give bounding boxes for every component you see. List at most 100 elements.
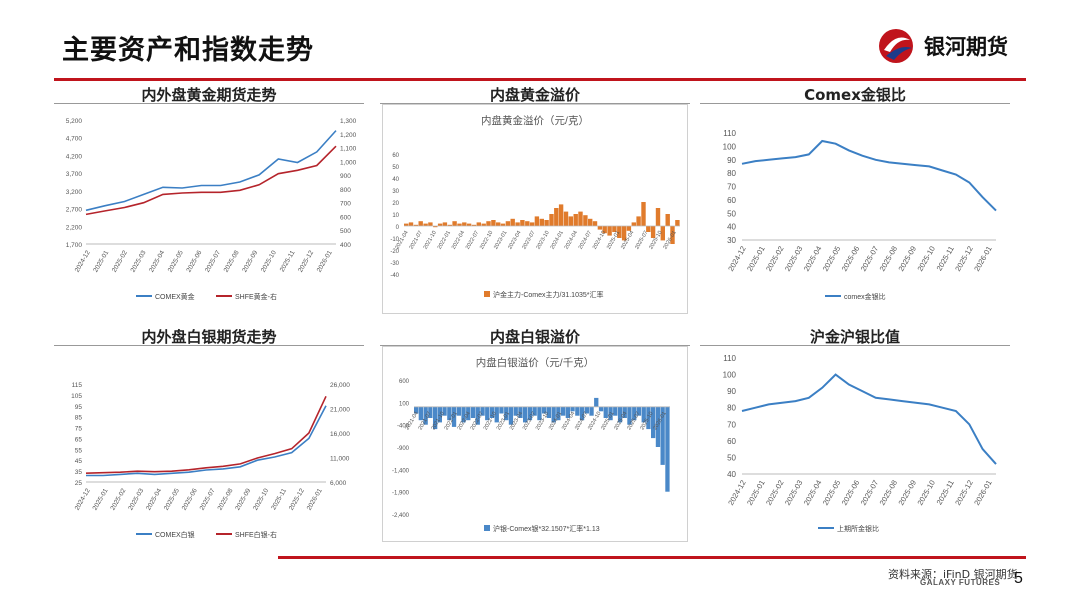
x-axis-tick: 2025-05 (167, 249, 185, 273)
bar (558, 204, 564, 226)
x-axis-tick: 2025-02 (109, 487, 127, 511)
y-axis-tick: 60 (727, 437, 736, 446)
y-axis-left-tick: 4,700 (66, 136, 83, 143)
bar (525, 221, 530, 226)
bar (500, 223, 506, 226)
bar (646, 406, 651, 430)
y-axis-left-tick: 65 (75, 436, 83, 443)
bar (556, 406, 561, 421)
y-axis-right-tick: 11,000 (330, 456, 350, 463)
bar (456, 406, 461, 416)
bar (660, 226, 665, 241)
bar (537, 406, 542, 421)
bar (598, 406, 604, 412)
x-axis-tick: 2025-10 (252, 487, 270, 511)
footer-brand: GALAXY FUTURES (920, 578, 1001, 587)
bar (660, 406, 665, 465)
bar (457, 223, 462, 226)
x-axis-tick: 2026-01 (306, 487, 324, 511)
bar (565, 406, 570, 418)
y-axis-left-tick: 45 (75, 458, 83, 465)
y-axis-tick: 100 (723, 142, 737, 151)
x-axis-tick: 2025-03 (130, 249, 148, 273)
y-axis-tick: 110 (723, 354, 736, 363)
x-axis-tick: 2025-08 (217, 487, 235, 511)
bar (489, 406, 495, 418)
bar (603, 406, 608, 418)
bar (570, 406, 575, 412)
bar (414, 406, 419, 414)
bar (433, 406, 438, 430)
legend-series-2: SHFE白银-右 (235, 530, 277, 539)
y-axis-left-tick: 105 (71, 393, 82, 400)
y-axis-left-tick: 3,200 (66, 189, 83, 196)
bar (549, 214, 554, 226)
bar (561, 406, 566, 416)
bar (451, 406, 457, 427)
bar (481, 223, 486, 226)
bar (520, 220, 525, 226)
legend-series: 上期所金银比 (837, 524, 879, 533)
y-axis-left-tick: 55 (75, 447, 83, 454)
chart-frame (382, 104, 688, 314)
y-axis-tick: 50 (727, 209, 736, 218)
bar (442, 406, 447, 416)
bar (523, 406, 528, 423)
bar (532, 406, 537, 416)
y-axis-right-tick: 700 (340, 201, 351, 208)
bar (534, 216, 540, 226)
chart-silver-premium: 内盘白银溢价（元/千克） 600 100 -400 -900 -1,400 -1,900 -2… (382, 346, 688, 542)
x-axis-tick: 2025-05 (163, 487, 181, 511)
bar (470, 406, 476, 418)
y-axis-tick: 30 (392, 189, 399, 195)
x-axis-tick: 2025-08 (223, 249, 241, 273)
bar (584, 406, 589, 414)
panel-title-silver: 内外盘白银期货走势 (141, 328, 277, 346)
bar (563, 211, 569, 226)
y-axis-tick: 20 (392, 201, 399, 207)
x-axis-tick: 2025-10 (260, 249, 278, 273)
y-axis-tick: 90 (727, 156, 736, 165)
y-axis-right-tick: 1,100 (340, 146, 357, 153)
bar (655, 208, 661, 226)
y-axis-tick: 600 (399, 379, 410, 385)
x-axis-tick: 2025-03 (127, 487, 145, 511)
chart-gold-futures: 5,200 4,700 4,200 3,700 3,200 2,700 2,200 1,700… (66, 118, 357, 301)
bar (546, 406, 551, 418)
y-axis-tick: 60 (727, 196, 736, 205)
y-axis-left-tick: 95 (75, 404, 83, 411)
chart-silver-futures: 115 105 95 85 75 65 55 45 35 25 26,000 21,000 16,000… (71, 382, 350, 539)
bar (665, 406, 670, 492)
y-axis-tick: 40 (392, 177, 399, 183)
y-axis-tick: 110 (723, 129, 736, 138)
series-line-2 (85, 145, 337, 216)
y-axis-right-tick: 1,000 (340, 159, 357, 166)
y-axis-tick: 80 (727, 404, 736, 413)
x-axis-tick: 2024-12 (74, 249, 92, 273)
bar (617, 226, 622, 238)
y-axis-right-tick: 600 (340, 214, 351, 221)
x-axis-tick: 2025-07 (199, 487, 217, 511)
chart-frame (382, 346, 688, 542)
series-line-1 (85, 130, 337, 212)
bar (408, 222, 414, 226)
y-axis-left-tick: 25 (75, 480, 83, 487)
bar (544, 220, 549, 226)
panel-title-gold-premium: 内盘黄金溢价 (489, 86, 580, 104)
y-axis-tick: -30 (390, 261, 399, 267)
y-axis-tick: -20 (390, 249, 399, 255)
bar (542, 406, 547, 414)
bar (631, 222, 636, 226)
bar (491, 220, 496, 226)
y-axis-right-tick: 26,000 (330, 382, 350, 389)
series-line (741, 373, 997, 465)
bar (675, 220, 680, 226)
bar (428, 406, 433, 418)
footer-divider (278, 556, 1026, 559)
bar (480, 406, 485, 416)
x-axis-tick: 2025-06 (185, 249, 203, 273)
y-axis-tick: 100 (399, 401, 410, 407)
y-axis-tick: 70 (727, 183, 736, 192)
y-axis-right-tick: 16,000 (330, 431, 350, 438)
y-axis-left-tick: 85 (75, 415, 83, 422)
